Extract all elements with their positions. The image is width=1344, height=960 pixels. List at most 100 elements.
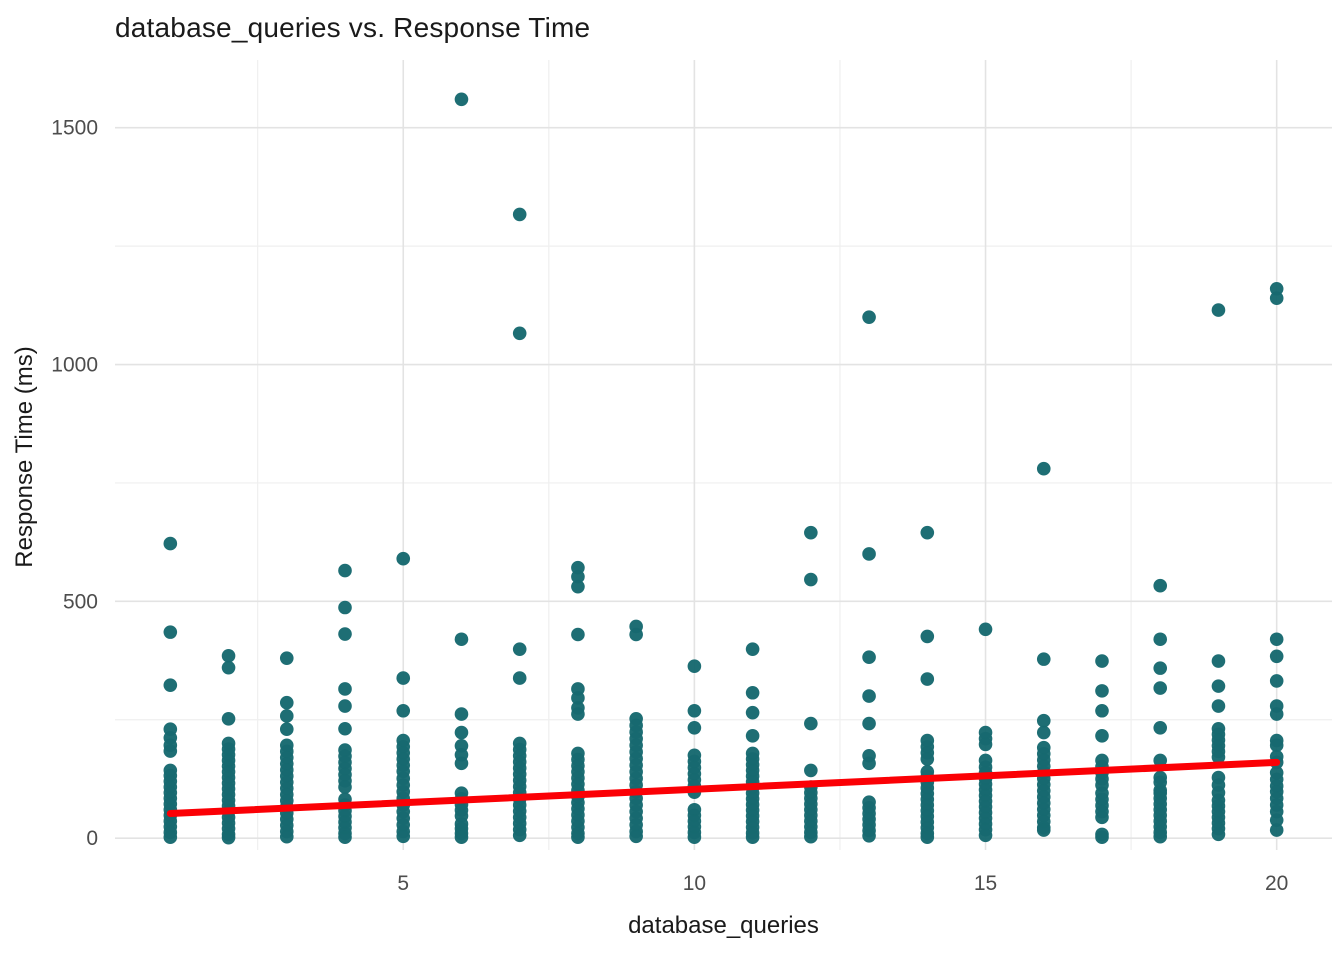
data-point: [1153, 721, 1168, 735]
data-point: [687, 830, 702, 845]
data-point: [1269, 707, 1284, 721]
data-point: [512, 828, 527, 843]
data-point: [1153, 632, 1168, 647]
data-point: [1153, 829, 1168, 844]
data-point: [279, 722, 294, 737]
data-point: [804, 572, 818, 587]
data-point: [1095, 729, 1109, 743]
data-point: [862, 756, 876, 771]
x-axis-title: database_queries: [628, 912, 819, 939]
data-point: [1211, 679, 1226, 693]
data-point: [920, 830, 935, 845]
x-tick-labels: 5 10 15 20: [397, 872, 1288, 895]
data-point: [745, 729, 760, 743]
minor-gridlines: [115, 60, 1332, 850]
data-point: [862, 689, 876, 703]
data-point: [454, 92, 469, 107]
data-point: [1036, 823, 1051, 837]
data-point: [396, 703, 411, 718]
data-point: [279, 709, 294, 723]
data-point: [454, 707, 469, 721]
data-point: [862, 828, 876, 843]
data-point: [338, 600, 352, 615]
data-point: [920, 525, 935, 540]
data-point: [1095, 654, 1109, 668]
data-point: [279, 695, 294, 710]
data-point: [1269, 632, 1284, 647]
data-point: [163, 744, 178, 758]
data-point: [1269, 738, 1284, 753]
data-point: [163, 678, 178, 692]
data-point: [396, 671, 411, 685]
data-point: [1095, 830, 1109, 845]
data-point: [338, 699, 352, 713]
data-point: [1269, 649, 1284, 664]
data-point: [454, 830, 469, 845]
data-point: [1269, 674, 1284, 688]
data-point: [221, 649, 236, 663]
data-point: [745, 705, 760, 720]
x-tick-label: 5: [397, 872, 409, 895]
y-tick-label: 500: [63, 590, 98, 613]
data-point: [1211, 303, 1226, 317]
data-point: [920, 672, 935, 686]
data-point: [804, 716, 818, 731]
data-point: [571, 691, 585, 705]
data-point: [512, 671, 527, 685]
data-point: [512, 326, 527, 341]
data-point: [1036, 725, 1051, 740]
y-tick-labels: 0 500 1000 1500: [51, 117, 98, 850]
data-point: [862, 310, 876, 324]
data-point: [687, 659, 702, 674]
data-point: [920, 752, 935, 766]
trend-line: [166, 758, 1281, 818]
data-point: [571, 569, 585, 584]
data-point: [629, 829, 643, 844]
data-point: [1211, 750, 1226, 764]
data-point: [396, 551, 411, 566]
plot-title: database_queries vs. Response Time: [115, 12, 591, 43]
data-point: [279, 829, 294, 844]
data-point: [687, 703, 702, 718]
trend-line-group: [166, 758, 1281, 818]
data-point: [1211, 699, 1226, 713]
data-point: [804, 525, 818, 540]
data-point: [862, 547, 876, 561]
data-point: [1269, 291, 1284, 306]
data-point: [338, 682, 352, 696]
data-point: [338, 780, 352, 794]
x-tick-label: 20: [1265, 872, 1288, 895]
data-point: [1036, 713, 1051, 728]
x-tick-label: 15: [974, 872, 997, 895]
data-point: [1036, 652, 1051, 666]
data-point: [454, 632, 469, 647]
data-point: [745, 642, 760, 656]
data-point: [396, 829, 411, 844]
data-point: [338, 627, 352, 641]
data-point: [920, 629, 935, 644]
data-point: [1269, 823, 1284, 837]
data-point: [1153, 753, 1168, 768]
y-tick-label: 1000: [51, 354, 98, 377]
data-point: [687, 721, 702, 735]
data-point: [1153, 681, 1168, 695]
y-axis-title: Response Time (ms): [11, 346, 38, 568]
data-point: [454, 725, 469, 740]
data-point: [978, 622, 993, 637]
data-point: [512, 642, 527, 656]
data-point: [163, 536, 178, 551]
data-point: [163, 830, 178, 845]
data-point: [629, 627, 643, 642]
data-point: [745, 830, 760, 845]
data-point: [978, 737, 993, 752]
data-point: [163, 625, 178, 639]
data-point: [745, 685, 760, 700]
data-point: [571, 830, 585, 845]
data-point: [1211, 827, 1226, 842]
data-point: [221, 830, 236, 845]
data-point: [862, 716, 876, 731]
data-point: [1269, 281, 1284, 296]
data-point: [1095, 684, 1109, 698]
data-point: [804, 829, 818, 844]
